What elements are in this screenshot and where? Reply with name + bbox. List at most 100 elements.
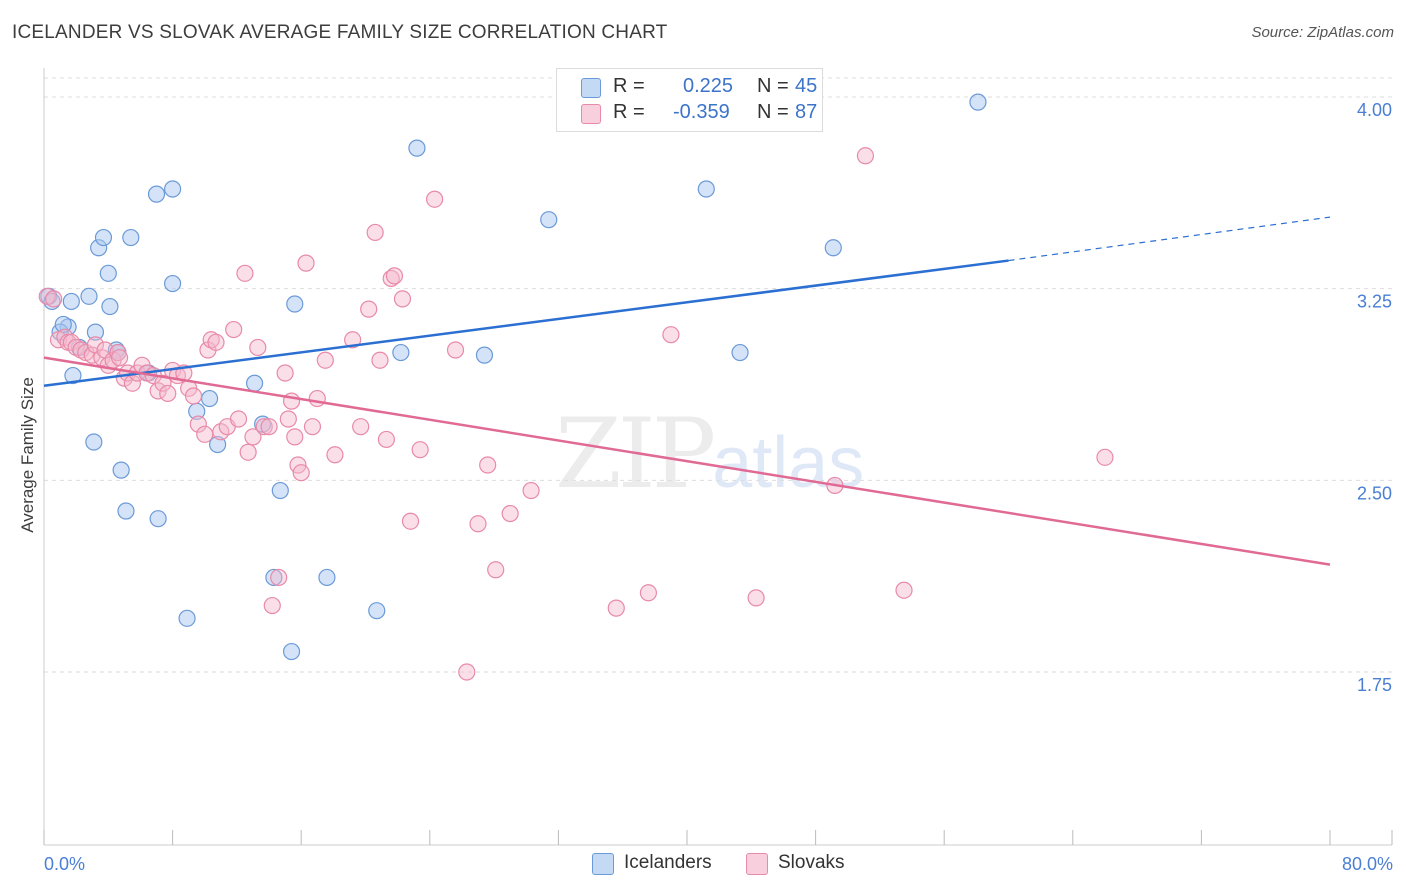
bottom-legend-swatch-icelanders: [592, 853, 614, 875]
y-tick-label: 1.75: [1357, 675, 1392, 695]
slovaks-point: [159, 384, 177, 403]
slovaks-point: [501, 504, 519, 523]
slovaks-point: [856, 147, 875, 165]
slovaks-point: [662, 326, 680, 344]
bottom-legend-swatch-slovaks: [746, 853, 768, 875]
slovaks-point: [1096, 448, 1114, 466]
icelanders-point: [271, 481, 289, 500]
icelanders-point: [408, 139, 426, 157]
legend-swatch-icelanders: [581, 78, 601, 98]
y-tick-label: 4.00: [1357, 100, 1392, 120]
slovaks-point: [303, 418, 322, 436]
chart-title: ICELANDER VS SLOVAK AVERAGE FAMILY SIZE …: [12, 22, 668, 43]
slovaks-point: [260, 418, 278, 436]
legend-n-label: N =: [757, 75, 789, 97]
slovaks-point: [249, 338, 267, 357]
slovaks-point: [276, 364, 294, 382]
source-note: Source: ZipAtlas.com: [1251, 24, 1394, 41]
icelanders-point: [86, 323, 105, 341]
slovaks-point: [446, 341, 465, 359]
slovaks-point: [371, 351, 389, 369]
slovaks-point: [207, 333, 225, 351]
slovaks-point: [154, 374, 172, 392]
legend-n-value-icelanders: 45: [795, 75, 818, 97]
x-tick-label-min: 0.0%: [44, 854, 85, 874]
legend-r-value-icelanders: 0.225: [683, 75, 734, 97]
bottom-legend-label-slovaks: Slovaks: [778, 852, 845, 873]
slovaks-point: [202, 331, 220, 349]
slovaks-trend-line: [43, 356, 1331, 566]
slovaks-point: [469, 515, 487, 533]
slovaks-point: [263, 596, 281, 615]
slovaks-point: [326, 446, 344, 464]
icelanders-point: [99, 264, 117, 282]
icelanders-point: [164, 180, 182, 198]
slovaks-point: [286, 428, 304, 446]
trend-lines: [43, 216, 1331, 566]
slovaks-point: [45, 290, 63, 308]
slovaks-point: [522, 481, 540, 500]
icelanders-point: [117, 502, 135, 520]
tick-labels: 1.75 2.50 3.25 4.00 0.0% 80.0%: [44, 100, 1393, 874]
icelanders-point: [265, 568, 283, 587]
icelanders-point: [147, 185, 166, 203]
legend-r-value-slovaks: -0.359: [673, 101, 730, 123]
slovaks-point: [67, 338, 85, 357]
legend-n-label: N =: [757, 101, 789, 123]
slovaks-point: [297, 254, 315, 272]
slovaks-point: [607, 599, 625, 617]
slovaks-point: [225, 320, 243, 339]
slovaks-point: [479, 456, 497, 474]
icelanders-point: [80, 287, 98, 305]
watermark: ZIPatlas: [555, 398, 864, 510]
slovaks-point: [255, 418, 273, 436]
icelanders-point: [64, 366, 82, 385]
slovaks-point: [196, 425, 214, 443]
slovaks-point: [360, 300, 378, 318]
slovaks-point: [239, 443, 257, 461]
icelanders-point: [101, 297, 119, 316]
slovaks-point: [458, 663, 476, 681]
icelanders-point: [62, 292, 80, 311]
slovaks-point: [229, 410, 248, 428]
slovaks-point: [308, 389, 326, 408]
legend-n-value-slovaks: 87: [795, 101, 818, 123]
icelanders-point: [824, 239, 842, 257]
slovaks-point: [487, 561, 505, 579]
icelanders-point: [245, 374, 264, 392]
icelanders-point: [85, 433, 103, 451]
slovaks-point: [110, 349, 129, 367]
legend-r-label: R =: [613, 101, 645, 123]
slovaks-point: [244, 428, 262, 446]
slovaks-point: [639, 584, 658, 602]
slovaks-point: [292, 464, 310, 482]
slovaks-point: [411, 441, 429, 459]
slovaks-point: [352, 418, 370, 436]
slovaks-point: [344, 331, 362, 349]
icelanders-point: [540, 211, 558, 229]
icelanders-point: [282, 642, 301, 661]
icelanders-point: [200, 389, 219, 408]
watermark-atlas: atlas: [712, 423, 865, 503]
icelanders-point: [697, 180, 715, 198]
slovaks-point: [385, 267, 404, 285]
icelanders-point: [112, 461, 130, 479]
icelanders-point: [209, 435, 227, 454]
x-tick-label-max: 80.0%: [1342, 854, 1393, 874]
legend-r-label: R =: [613, 75, 645, 97]
y-tick-label: 2.50: [1357, 483, 1392, 503]
icelanders-point: [731, 343, 749, 362]
bottom-legend-label-icelanders: Icelanders: [624, 852, 712, 873]
icelanders-point: [178, 609, 196, 627]
icelanders-trend-line: [43, 259, 1009, 388]
icelanders-point: [392, 343, 410, 362]
icelanders-point: [122, 228, 140, 247]
icelanders-point: [969, 93, 987, 111]
grid-lines: [44, 77, 1392, 673]
icelanders-point: [149, 510, 167, 528]
slovaks-point: [401, 512, 420, 530]
slovaks-point: [377, 430, 395, 449]
slovaks-point: [236, 264, 254, 282]
icelanders-point: [318, 568, 336, 587]
